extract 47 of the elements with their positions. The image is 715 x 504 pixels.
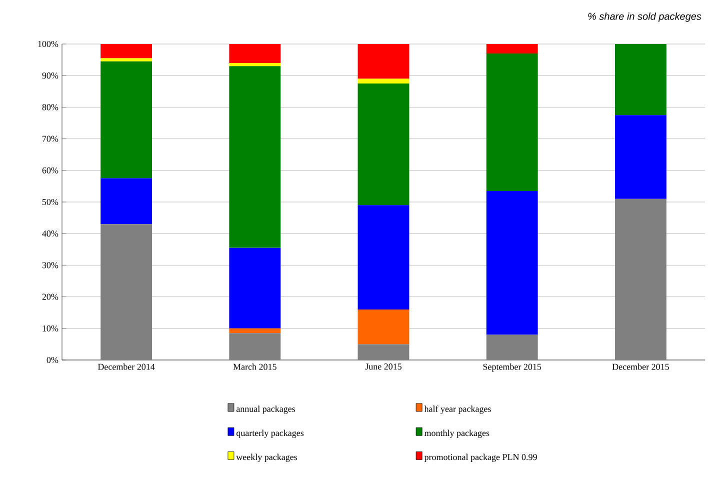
chart-title: % share in sold packeges: [588, 12, 702, 22]
bar: [100, 44, 152, 58]
y-tick-label: 60%: [42, 167, 58, 174]
bar: [358, 44, 410, 79]
bar: [486, 44, 538, 54]
x-tick-label: December 2014: [98, 364, 155, 370]
bar: [229, 248, 281, 328]
y-tick-label: 100%: [38, 40, 58, 48]
bar: [486, 53, 538, 191]
bar: [100, 224, 152, 360]
x-tick-label: September 2015: [483, 364, 542, 372]
y-tick-label: 90%: [42, 72, 58, 79]
legend-label: quarterly packages: [236, 430, 304, 438]
y-tick-label: 40%: [42, 230, 58, 237]
y-tick-label: 10%: [42, 325, 58, 332]
y-tick-label: 0%: [46, 356, 58, 364]
bar: [614, 198, 666, 360]
y-tick-label: 80%: [42, 104, 58, 110]
legend-label: monthly packages: [424, 430, 490, 438]
y-tick-label: 30%: [42, 262, 58, 268]
x-tick-label: March 2015: [233, 364, 276, 370]
bar: [614, 115, 666, 199]
bar: [486, 334, 538, 360]
legend-label: annual packages: [236, 406, 296, 414]
bar: [358, 205, 410, 310]
bar: [614, 44, 666, 116]
y-tick-label: 20%: [42, 294, 58, 300]
x-tick-label: June 2015: [365, 364, 402, 370]
bar: [100, 178, 152, 224]
legend-label: half year packages: [424, 406, 491, 414]
bar: [358, 309, 410, 344]
y-tick-label: 50%: [42, 198, 58, 206]
bar: [100, 58, 152, 62]
bar: [229, 44, 281, 63]
bar: [358, 84, 410, 206]
bar: [229, 333, 281, 360]
x-tick-label: December 2015: [612, 364, 669, 370]
bar: [229, 328, 281, 334]
bar: [229, 66, 281, 248]
bar: [358, 344, 410, 360]
bar: [486, 190, 538, 335]
legend-label: promotional package PLN 0.99: [424, 454, 537, 462]
bar: [100, 61, 152, 178]
bar: [229, 62, 281, 66]
y-tick-label: 70%: [42, 136, 58, 142]
bar: [358, 78, 410, 84]
legend-label: weekly packages: [236, 454, 298, 462]
